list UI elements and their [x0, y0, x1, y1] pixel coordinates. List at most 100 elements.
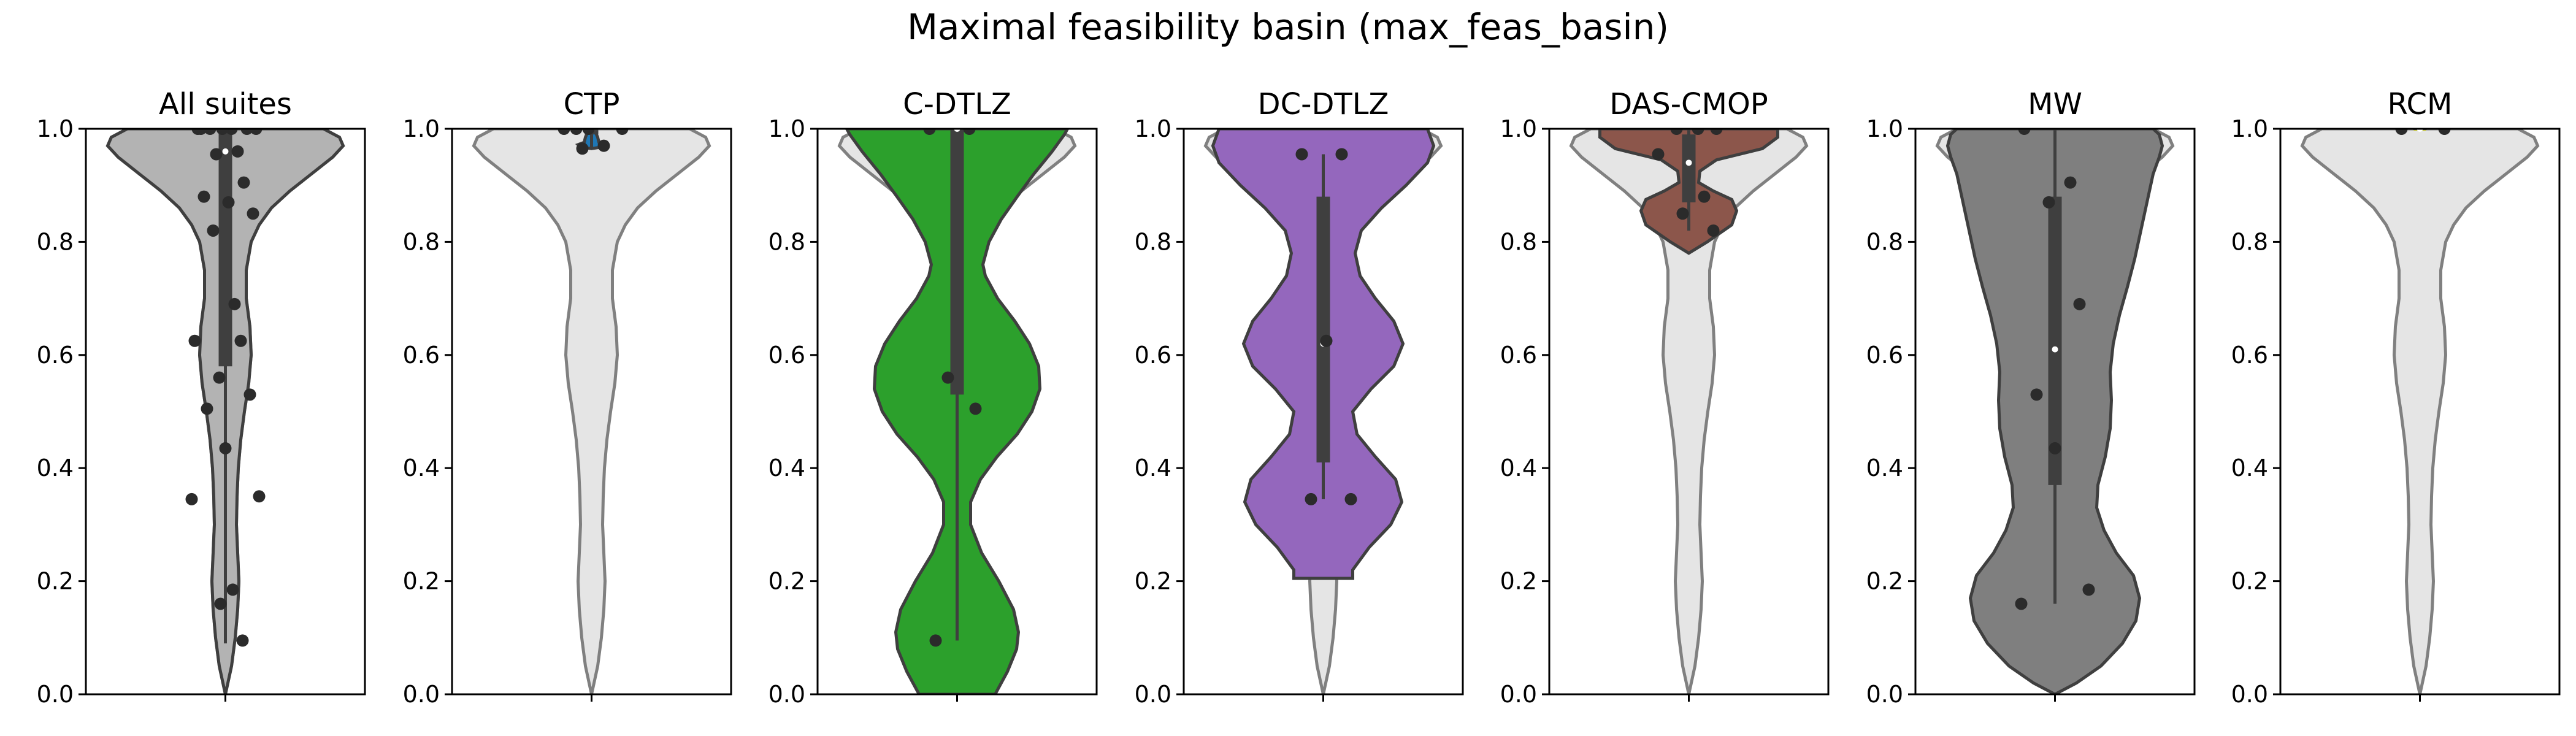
y-tick-label: 1.0 [1866, 115, 1903, 142]
y-tick-label: 0.4 [1500, 454, 1537, 481]
y-tick-label: 0.8 [2231, 228, 2268, 255]
panel-1: 0.0 0.2 0.4 0.6 0.8 1.0 CTP [403, 87, 732, 708]
data-point [231, 145, 244, 158]
data-point [191, 129, 204, 135]
panels: 0.0 0.2 0.4 0.6 0.8 1.0 All suites 0.0 0.2 0.4 0.6… [37, 87, 2561, 708]
reference-violin [2300, 129, 2540, 694]
y-tick-label: 0.6 [37, 342, 74, 369]
data-point [1670, 129, 1683, 135]
y-tick-label: 0.4 [769, 454, 805, 481]
data-point [1707, 224, 1720, 237]
panel-title: CTP [564, 87, 620, 121]
y-tick-label: 0.0 [2231, 681, 2268, 708]
reference-violin [472, 129, 711, 694]
figure-title: Maximal feasibility basin (max_feas_basi… [907, 6, 1669, 48]
box-iqr [218, 129, 232, 367]
y-tick-label: 0.8 [403, 228, 440, 255]
data-point [250, 129, 263, 135]
reference-violin [1569, 129, 1809, 694]
data-point [185, 493, 198, 505]
data-point [213, 371, 226, 384]
data-point [240, 129, 253, 135]
y-tick-label: 0.8 [37, 228, 74, 255]
data-point [207, 224, 220, 237]
y-tick-label: 0.4 [2231, 454, 2268, 481]
y-tick-label: 0.2 [1500, 568, 1537, 595]
plot-area [1935, 129, 2175, 694]
data-point [1335, 148, 1348, 161]
y-tick-label: 0.0 [1866, 681, 1903, 708]
data-point [247, 207, 259, 220]
box-median [1685, 159, 1692, 166]
panel-title: All suites [159, 87, 292, 121]
y-tick-label: 0.8 [1866, 228, 1903, 255]
y-tick-label: 0.0 [403, 681, 440, 708]
box-iqr [950, 129, 964, 395]
y-tick-label: 0.6 [769, 342, 805, 369]
box-iqr [1316, 196, 1330, 462]
panel-5: 0.0 0.2 0.4 0.6 0.8 1.0 MW [1866, 87, 2196, 708]
y-tick-label: 0.0 [1500, 681, 1537, 708]
data-point [2049, 442, 2061, 454]
panel-title: DAS-CMOP [1609, 87, 1768, 121]
y-tick-label: 0.0 [1135, 681, 1171, 708]
data-point [197, 190, 210, 203]
data-point [219, 442, 232, 454]
data-point [923, 129, 936, 135]
plot-area [837, 129, 1077, 694]
box-median [2052, 346, 2058, 353]
data-point [558, 129, 570, 135]
panel-title: DC-DTLZ [1258, 87, 1389, 121]
y-tick-label: 1.0 [1500, 115, 1537, 142]
y-tick-label: 0.6 [2231, 342, 2268, 369]
y-tick-label: 0.6 [403, 342, 440, 369]
y-tick-label: 1.0 [2231, 115, 2268, 142]
data-point [234, 334, 247, 347]
y-tick-label: 1.0 [1135, 115, 1171, 142]
y-tick-label: 0.8 [1500, 228, 1537, 255]
data-point [1652, 148, 1665, 161]
data-point [225, 129, 238, 135]
data-point [1676, 207, 1689, 220]
data-point [2073, 297, 2086, 310]
data-point [582, 129, 595, 135]
y-tick-label: 0.8 [769, 228, 805, 255]
data-point [1692, 129, 1704, 135]
y-tick-label: 0.6 [1866, 342, 1903, 369]
data-point [253, 490, 266, 503]
panel-2: 0.0 0.2 0.4 0.6 0.8 1.0 C-DTLZ [769, 87, 1098, 708]
y-tick-label: 0.6 [1500, 342, 1537, 369]
y-tick-label: 0.4 [1866, 454, 1903, 481]
data-point [228, 297, 241, 310]
data-point [1320, 334, 1333, 347]
data-point [210, 148, 223, 161]
y-tick-label: 0.2 [1866, 568, 1903, 595]
plot-area [1203, 129, 1443, 694]
y-tick-label: 0.4 [1135, 454, 1171, 481]
data-point [576, 142, 589, 155]
data-point [243, 388, 256, 401]
data-point [236, 634, 249, 647]
data-point [237, 176, 250, 189]
y-tick-label: 1.0 [769, 115, 805, 142]
y-tick-label: 0.8 [1135, 228, 1171, 255]
data-point [570, 129, 583, 135]
data-point [2018, 129, 2031, 135]
y-tick-label: 0.0 [37, 681, 74, 708]
data-point [941, 371, 954, 384]
data-point [2042, 196, 2055, 209]
y-tick-label: 0.2 [1135, 568, 1171, 595]
data-point [226, 583, 239, 596]
data-point [188, 334, 201, 347]
box-iqr [1682, 134, 1696, 202]
data-point [2015, 597, 2028, 610]
y-tick-label: 1.0 [403, 115, 440, 142]
data-point [216, 129, 229, 135]
data-point [2082, 583, 2095, 596]
data-point [616, 129, 629, 135]
y-tick-label: 0.6 [1135, 342, 1171, 369]
data-point [1295, 148, 1308, 161]
panel-0: 0.0 0.2 0.4 0.6 0.8 1.0 All suites [37, 87, 366, 708]
panel-title: MW [2028, 87, 2082, 121]
y-tick-label: 0.2 [37, 568, 74, 595]
